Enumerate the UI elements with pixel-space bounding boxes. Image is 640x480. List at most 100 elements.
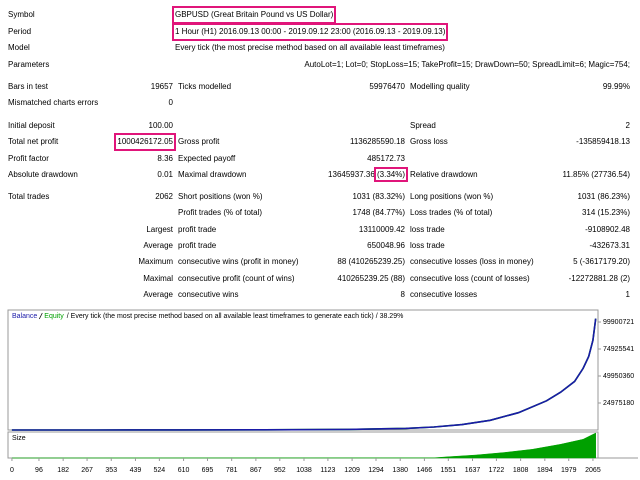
stat-label: Average — [143, 240, 173, 250]
stat-value: 410265239.25 (88) — [337, 273, 405, 283]
x-tick-label: 2065 — [585, 467, 601, 474]
x-tick-label: 781 — [226, 467, 238, 474]
stat-value: 650048.96 — [367, 240, 405, 250]
stat-value: -432673.31 — [589, 240, 630, 250]
info-label: Parameters — [8, 60, 50, 70]
stat-value: 2 — [625, 121, 630, 130]
stat-label: Long positions (won %) — [410, 192, 494, 201]
x-tick-label: 610 — [178, 467, 190, 474]
stat-label: consecutive losses — [410, 289, 478, 299]
stat-value: 8 — [400, 289, 405, 299]
stat-label: Profit trades (% of total) — [178, 208, 263, 218]
x-tick-label: 867 — [250, 467, 262, 474]
stat-label: Bars in test — [8, 82, 49, 91]
stat-label: consecutive wins — [178, 289, 239, 299]
pane-title: Size — [12, 435, 26, 442]
x-tick-label: 96 — [35, 467, 43, 474]
x-tick-label: 1637 — [465, 467, 481, 474]
stat-label: consecutive wins (profit in money) — [178, 257, 299, 267]
size-pane — [7, 431, 599, 459]
stat-value: -135859418.13 — [576, 137, 630, 147]
stat-label: Short positions (won %) — [178, 192, 263, 201]
x-tick-label: 1551 — [441, 467, 457, 474]
stat-label: Relative drawdown — [410, 169, 478, 179]
x-tick-label: 1894 — [537, 467, 553, 474]
x-tick-label: 439 — [130, 467, 142, 474]
x-tick-label: 1123 — [320, 467, 335, 474]
stat-label: loss trade — [410, 224, 445, 234]
x-tick-label: 1209 — [344, 467, 360, 474]
stat-value: 1748 (84.77%) — [352, 208, 405, 218]
y-tick-label: 99900721 — [603, 319, 634, 326]
x-tick-label: 952 — [274, 467, 286, 474]
x-tick-label: 0 — [10, 467, 14, 474]
x-tick-label: 1722 — [489, 467, 505, 474]
x-tick-label: 267 — [81, 467, 93, 474]
stat-value: 0 — [168, 98, 173, 108]
stat-value: 2062 — [155, 192, 173, 201]
stat-value: 1000426172.05 — [114, 133, 176, 152]
stat-value: 1136285590.18 — [349, 137, 405, 147]
stat-label: Maximal — [143, 273, 173, 283]
stat-label: consecutive loss (count of losses) — [410, 273, 530, 283]
stat-value: 11.85% (27736.54) — [562, 169, 630, 179]
info-label: Symbol — [8, 10, 35, 19]
stat-value: 5 (-3617179.20) — [573, 257, 630, 267]
chart-subtitle: / Every tick (the most precise method ba… — [67, 313, 404, 320]
main-pane — [7, 309, 599, 431]
x-tick-label: 182 — [57, 467, 69, 474]
x-tick-label: 353 — [105, 467, 117, 474]
x-tick-label: 695 — [202, 467, 214, 474]
stat-label: Absolute drawdown — [8, 169, 78, 179]
stat-value: 0.01 — [157, 169, 173, 179]
x-tick-label: 1038 — [296, 467, 312, 474]
stat-label: Largest — [146, 224, 173, 234]
stat-label: loss trade — [410, 240, 445, 250]
info-label: Period — [8, 26, 32, 36]
x-tick-label: 524 — [154, 467, 166, 474]
stat-label: Spread — [410, 121, 436, 130]
stat-value: 59976470 — [369, 82, 405, 91]
stat-label: Maximum — [138, 257, 173, 267]
y-tick-label: 24975180 — [603, 400, 634, 407]
stat-label: Gross loss — [410, 137, 448, 147]
stat-value: 1031 (83.32%) — [352, 192, 405, 201]
stat-label: consecutive losses (loss in money) — [410, 257, 534, 267]
stat-value: 19657 — [150, 82, 173, 91]
stat-label: Gross profit — [178, 137, 220, 147]
stat-label: Initial deposit — [8, 121, 55, 130]
info-value: 1 Hour (H1) 2016.09.13 00:00 - 2019.09.1… — [171, 22, 449, 41]
stat-label: Total trades — [8, 192, 50, 201]
stat-value: 8.36 — [157, 153, 173, 163]
highlight-box — [373, 166, 408, 182]
info-value: Every tick (the most precise method base… — [175, 43, 445, 53]
x-tick-label: 1979 — [561, 467, 577, 474]
legend-entry: Equity — [44, 313, 64, 320]
stat-value: 485172.73 — [367, 153, 405, 163]
y-tick-label: 49950360 — [603, 373, 634, 380]
stat-label: Profit factor — [8, 153, 49, 163]
stat-value: -12272881.28 (2) — [568, 273, 630, 283]
stat-label: Ticks modelled — [178, 82, 232, 91]
legend-separator — [38, 312, 43, 320]
info-value: GBPUSD (Great Britain Pound vs US Dollar… — [171, 6, 337, 24]
stat-value: 99.99% — [602, 82, 630, 91]
stat-label: profit trade — [178, 224, 217, 234]
x-tick-label: 1466 — [417, 467, 433, 474]
x-tick-label: 1808 — [513, 467, 529, 474]
stat-label: Average — [143, 289, 173, 299]
stat-value: 314 (15.23%) — [581, 208, 630, 218]
legend-entry: Balance — [12, 313, 37, 320]
stat-label: consecutive profit (count of wins) — [178, 273, 295, 283]
stat-value: 1031 (86.23%) — [577, 192, 630, 201]
stat-value: 13645937.36 (3.34%) — [328, 169, 405, 179]
stat-label: Modelling quality — [410, 82, 470, 91]
stat-value: 1 — [625, 289, 630, 299]
stat-value: -9108902.48 — [585, 224, 630, 234]
stat-label: profit trade — [178, 240, 217, 250]
stat-value: 13110009.42 — [358, 224, 405, 234]
stat-label: Loss trades (% of total) — [410, 208, 493, 218]
info-label: Model — [8, 43, 30, 53]
x-tick-label: 1294 — [368, 467, 384, 474]
